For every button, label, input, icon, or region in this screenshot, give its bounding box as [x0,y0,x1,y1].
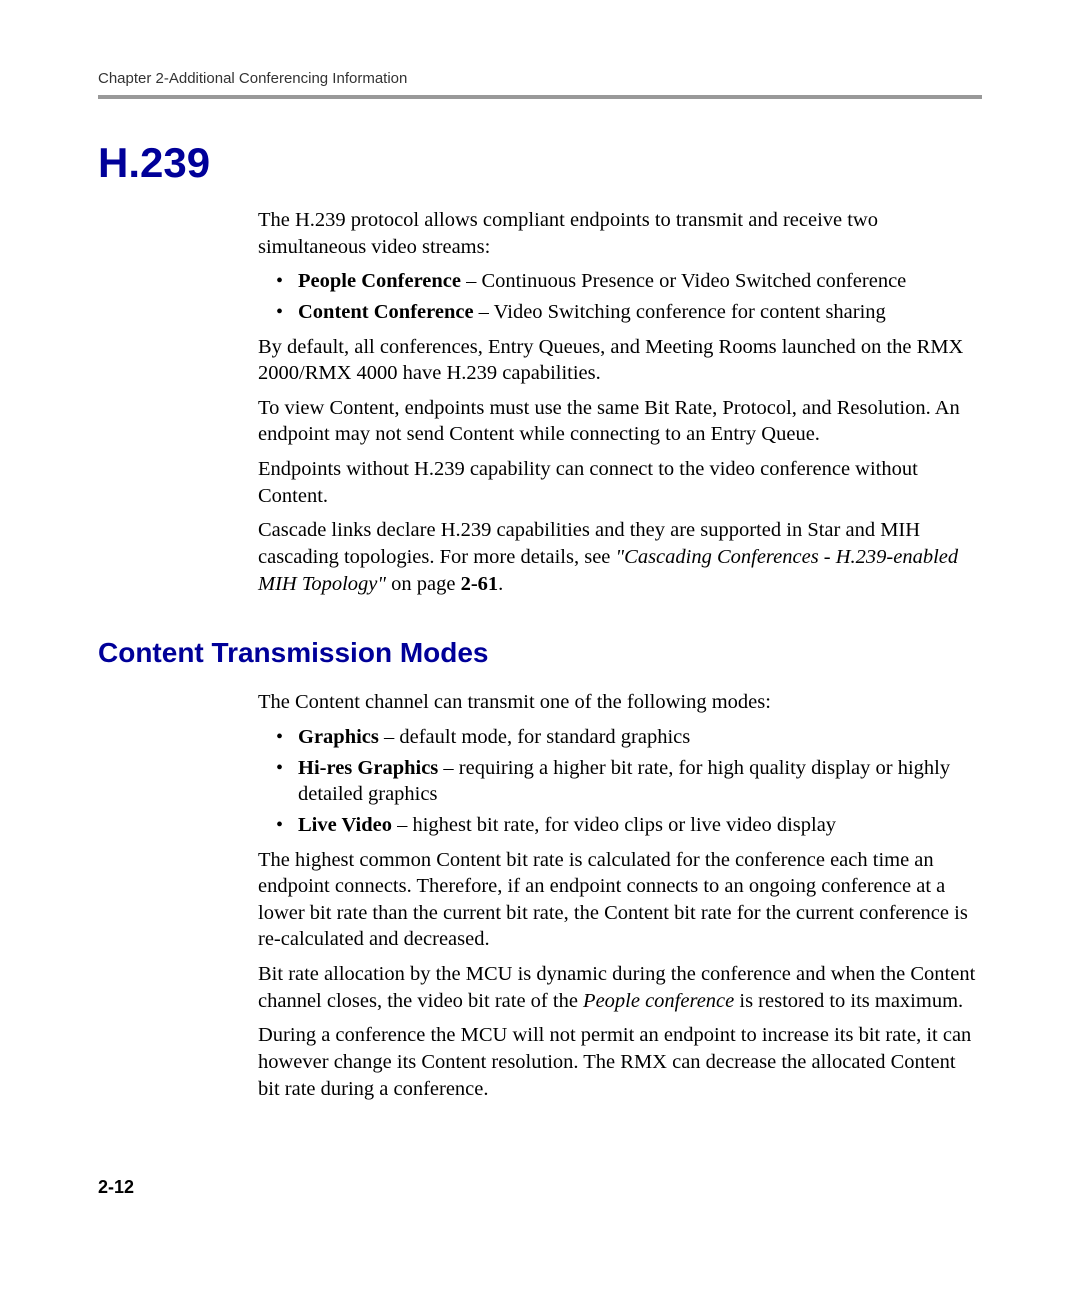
section2-intro: The Content channel can transmit one of … [258,689,976,716]
document-page: Chapter 2-Additional Conferencing Inform… [0,0,1080,1306]
list-item: Graphics – default mode, for standard gr… [298,724,976,751]
bullet-text: – Video Switching conference for content… [474,301,886,323]
list-item: Live Video – highest bit rate, for video… [298,812,976,839]
heading-content-transmission-modes: Content Transmission Modes [98,637,982,669]
p2-b: is restored to its maximum. [734,990,963,1012]
p4-b: on page [386,573,461,595]
bullet-bold: Hi-res Graphics [298,757,438,779]
section2-bullets: Graphics – default mode, for standard gr… [258,724,976,839]
p2-italic: People conference [583,990,734,1012]
section1-p2: To view Content, endpoints must use the … [258,395,976,448]
bullet-text: – Continuous Presence or Video Switched … [461,270,906,292]
list-item: Hi-res Graphics – requiring a higher bit… [298,755,976,808]
section1-p1: By default, all conferences, Entry Queue… [258,334,976,387]
bullet-bold: Content Conference [298,301,474,323]
p4-c: . [498,573,503,595]
list-item: Content Conference – Video Switching con… [298,299,976,326]
bullet-bold: Graphics [298,726,379,748]
section2-p2: Bit rate allocation by the MCU is dynami… [258,961,976,1014]
section1-p3: Endpoints without H.239 capability can c… [258,456,976,509]
bullet-bold: Live Video [298,814,392,836]
section1-p4: Cascade links declare H.239 capabilities… [258,517,976,597]
section2-p3: During a conference the MCU will not per… [258,1022,976,1102]
section1-bullets: People Conference – Continuous Presence … [258,268,976,325]
bullet-text: – highest bit rate, for video clips or l… [392,814,836,836]
section1-intro: The H.239 protocol allows compliant endp… [258,207,976,260]
section2-p1: The highest common Content bit rate is c… [258,847,976,954]
list-item: People Conference – Continuous Presence … [298,268,976,295]
page-number: 2-12 [98,1177,134,1198]
heading-h239: H.239 [98,139,982,187]
bullet-bold: People Conference [298,270,461,292]
section2-body: The Content channel can transmit one of … [258,689,976,1102]
p4-bold: 2-61 [461,573,499,595]
running-header: Chapter 2-Additional Conferencing Inform… [98,70,982,87]
section1-body: The H.239 protocol allows compliant endp… [258,207,976,597]
bullet-text: – default mode, for standard graphics [379,726,690,748]
header-rule [98,95,982,99]
